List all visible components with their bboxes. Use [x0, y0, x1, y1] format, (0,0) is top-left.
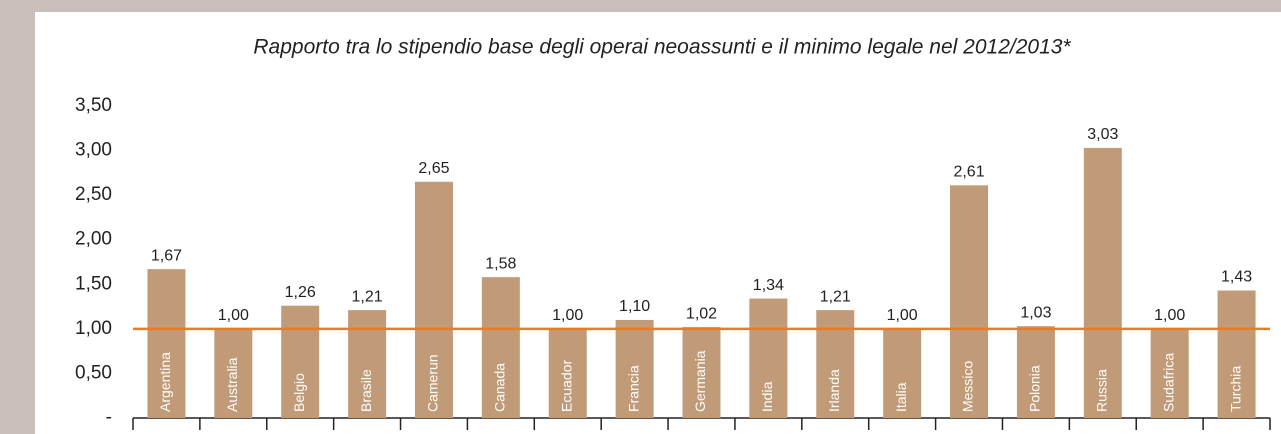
- bar: [883, 328, 922, 418]
- y-tick-label: 1,50: [75, 273, 112, 294]
- y-tick-label: 3,00: [75, 140, 112, 161]
- x-tick-label: Polonia: [1027, 365, 1043, 412]
- value-label: 1,03: [1020, 304, 1051, 321]
- x-tick-label: India: [759, 381, 775, 412]
- y-tick-label: 0,50: [75, 362, 112, 383]
- x-tick-label: Italia: [893, 382, 909, 412]
- value-label: 2,65: [418, 160, 449, 177]
- bar: [147, 269, 186, 418]
- value-label: 2,61: [953, 164, 984, 181]
- x-tick-label: Turchia: [1227, 366, 1243, 412]
- bar: [1016, 326, 1055, 418]
- y-tick-label: 1,00: [75, 318, 112, 339]
- bar: [481, 277, 520, 418]
- value-label: 1,02: [686, 305, 717, 322]
- y-tick-label: 3,50: [75, 95, 112, 116]
- value-label: 1,00: [1154, 307, 1185, 324]
- x-tick-label: Russia: [1093, 369, 1109, 412]
- bar: [548, 328, 587, 418]
- bar: [1150, 328, 1189, 418]
- x-tick-label: Ecuador: [558, 360, 574, 412]
- x-tick-label: Sudafrica: [1160, 353, 1176, 412]
- x-tick-label: Canada: [492, 363, 508, 412]
- bar: [682, 327, 721, 418]
- x-tick-label: Argentina: [157, 352, 173, 412]
- x-tick-label: Irlanda: [826, 369, 842, 412]
- value-label: 1,10: [619, 298, 650, 315]
- value-label: 1,00: [887, 307, 918, 324]
- value-label: 1,21: [352, 288, 383, 305]
- x-tick-label: Australia: [224, 357, 240, 412]
- x-tick-label: Francia: [625, 365, 641, 412]
- x-tick-label: Brasile: [358, 369, 374, 412]
- bar: [615, 319, 654, 418]
- value-label: 1,67: [151, 247, 182, 264]
- y-tick-label: -: [106, 407, 112, 428]
- y-tick-label: 2,50: [75, 184, 112, 205]
- value-label: 1,43: [1221, 269, 1252, 286]
- x-tick-label: Belgio: [291, 373, 307, 412]
- chart-title: Rapporto tra lo stipendio base degli ope…: [253, 36, 1071, 59]
- x-tick-label: Germania: [692, 350, 708, 412]
- bar: [1083, 147, 1122, 418]
- value-label: 1,34: [753, 277, 784, 294]
- value-label: 1,00: [552, 307, 583, 324]
- bar: [749, 298, 788, 418]
- bar: [281, 305, 320, 418]
- bar: [950, 185, 989, 418]
- value-label: 3,03: [1087, 126, 1118, 143]
- value-label: 1,26: [285, 284, 316, 301]
- value-label: 1,58: [485, 255, 516, 272]
- x-tick-label: Camerun: [425, 354, 441, 412]
- x-tick-label: Messico: [960, 360, 976, 412]
- bar: [214, 328, 253, 418]
- bar: [414, 181, 453, 418]
- value-label: 1,21: [820, 288, 851, 305]
- bar: [1217, 290, 1256, 418]
- value-label: 1,00: [218, 307, 249, 324]
- y-tick-label: 2,00: [75, 229, 112, 250]
